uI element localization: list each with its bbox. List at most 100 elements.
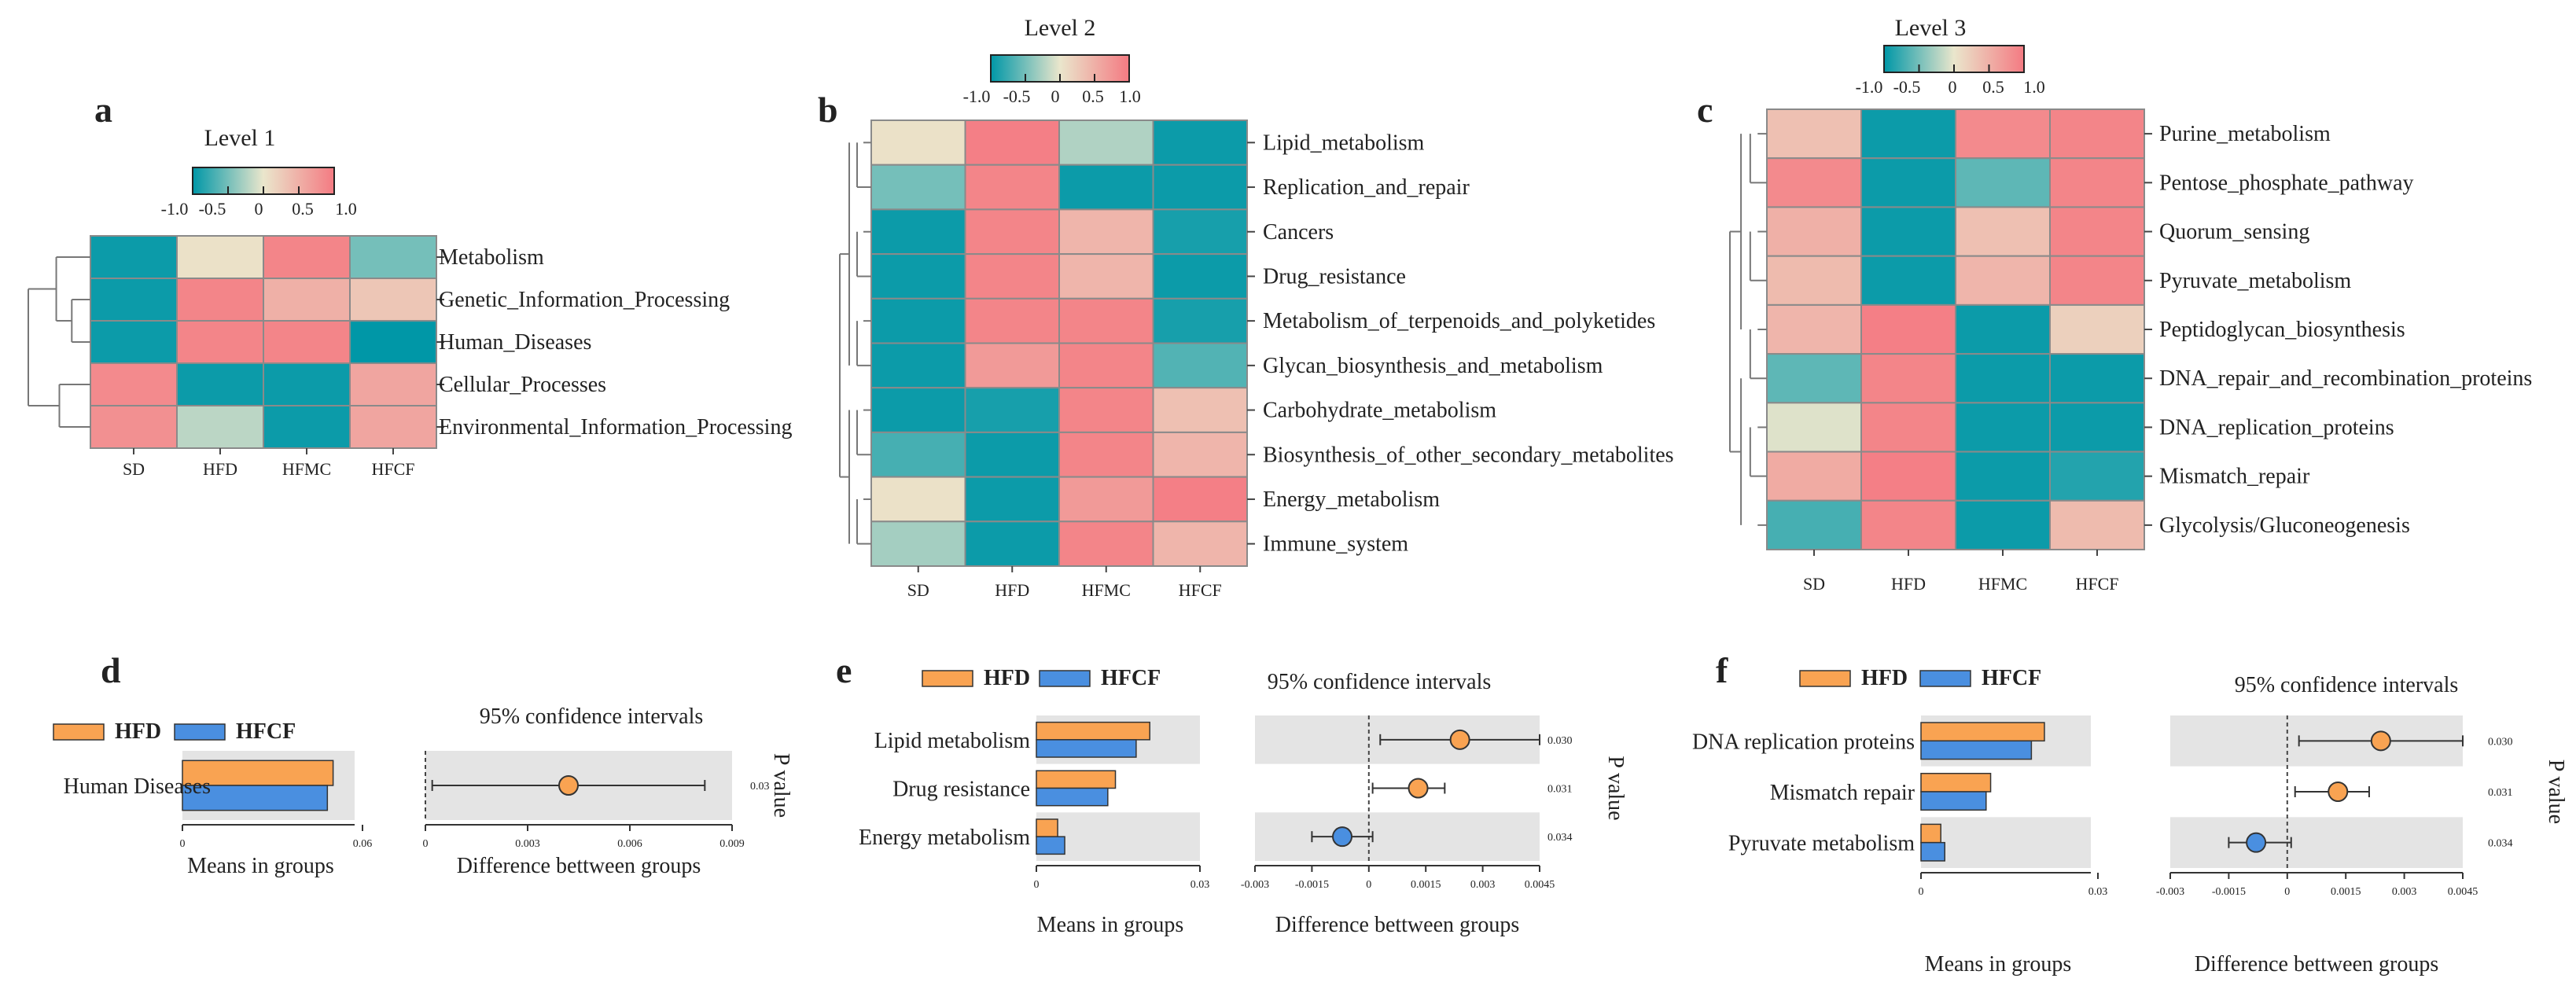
heatmap-cell	[176, 278, 264, 322]
x-axis-title: Means in groups	[187, 854, 334, 878]
x-axis-title: Means in groups	[1037, 913, 1184, 937]
heatmap-cell	[870, 520, 966, 567]
x-tick-label: 0.03	[1190, 879, 1210, 891]
bar-hfcf	[182, 785, 329, 811]
column-label: HFD	[203, 459, 237, 479]
bar-hfcf	[1036, 836, 1065, 855]
panel-letter-a: a	[94, 90, 112, 130]
row-label: Glycan_biosynthesis_and_metabolism	[1263, 354, 1603, 378]
heatmap-cell	[870, 208, 966, 256]
p-value-title: P value	[1603, 756, 1628, 820]
heatmap-cell	[1058, 520, 1154, 567]
ci-title: 95% confidence intervals	[2235, 673, 2459, 697]
ci-x-tick-label: -0.0015	[1295, 879, 1329, 891]
ci-x-tick-label: -0.003	[1241, 879, 1269, 891]
ci-x-tick-label: 0	[2284, 886, 2290, 898]
heatmap-cell	[349, 235, 437, 279]
ci-x-tick-label: 0.003	[1470, 879, 1496, 891]
column-label: SD	[123, 459, 145, 479]
heatmap-cell	[1058, 120, 1154, 166]
category-label: Energy metabolism	[859, 826, 1030, 850]
heatmap-cell	[1058, 164, 1154, 211]
heatmap-cell	[263, 362, 351, 406]
heatmap-cell	[90, 405, 178, 449]
ci-point	[558, 775, 579, 796]
row-label: Energy_metabolism	[1263, 487, 1440, 512]
ci-x-tick-label: 0.009	[719, 838, 745, 850]
heatmap-cell	[964, 253, 1060, 300]
heatmap-cell	[2049, 157, 2145, 208]
heatmap-cell	[870, 297, 966, 344]
heatmap-cell	[1058, 476, 1154, 523]
heatmap-cell	[176, 235, 264, 279]
colorbar-tick-label: 0.5	[292, 199, 314, 219]
x-tick-label: 0	[180, 838, 186, 850]
row-label: Cellular_Processes	[439, 373, 606, 397]
heatmap-cell	[1766, 157, 1862, 208]
colorbar-tick-label: -0.5	[1003, 86, 1031, 106]
colorbar-tick-label: 0.5	[1982, 77, 2004, 97]
row-label: Environmental_Information_Processing	[439, 415, 792, 440]
ci-title: 95% confidence intervals	[1268, 670, 1492, 694]
heatmap-cell	[1152, 342, 1248, 389]
ci-point	[2328, 782, 2349, 802]
legend-label-hfd: HFD	[115, 719, 161, 744]
heatmap-cell	[349, 405, 437, 449]
ci-x-tick-label: 0	[423, 838, 429, 850]
heatmap-cell	[964, 297, 1060, 344]
colorbar-tick-label: 0	[1949, 77, 1957, 97]
row-label: Glycolysis/Gluconeogenesis	[2159, 513, 2410, 538]
bar-hfd	[1036, 770, 1117, 789]
bar-hfcf	[1036, 787, 1109, 807]
row-label: Genetic_Information_Processing	[439, 288, 730, 312]
heatmap-cell	[964, 431, 1060, 478]
heatmap-cell	[964, 387, 1060, 433]
colorbar-tick-label: -0.5	[1893, 77, 1921, 97]
heatmap-cell	[1860, 499, 1956, 550]
row-label: Purine_metabolism	[2159, 122, 2331, 146]
heatmap-cell	[1152, 208, 1248, 256]
heatmap-cell	[1860, 206, 1956, 257]
heatmap-cell	[964, 476, 1060, 523]
category-label: Lipid metabolism	[874, 729, 1031, 753]
category-label: Human Diseases	[64, 774, 211, 799]
row-label: Drug_resistance	[1263, 264, 1406, 289]
ci-x-tick-label: 0.0045	[1525, 879, 1555, 891]
heatmap-cell	[1766, 402, 1862, 453]
row-label: Lipid_metabolism	[1263, 131, 1425, 155]
p-value-title: P value	[769, 753, 793, 818]
heatmap-cell	[1955, 451, 2051, 502]
heatmap-cell	[1766, 451, 1862, 502]
ci-point	[2370, 730, 2391, 752]
ci-x-tick-label: 0.0015	[2331, 886, 2361, 898]
heatmap-cell	[1955, 402, 2051, 453]
colorbar-tick-label: -1.0	[161, 199, 189, 219]
heatmap-cell	[349, 278, 437, 322]
heatmap-cell	[1152, 476, 1248, 523]
heatmap-cell	[263, 278, 351, 322]
legend-label-hfd: HFD	[1861, 666, 1908, 690]
heatmap-cell	[176, 362, 264, 406]
heatmap-cell	[870, 342, 966, 389]
heatmap-cell	[964, 120, 1060, 166]
heatmap-cell	[90, 362, 178, 406]
p-value: 0.031	[1547, 784, 1573, 796]
heatmap-cell	[1766, 499, 1862, 550]
row-label: Quorum_sensing	[2159, 220, 2309, 245]
heatmap-cell	[263, 405, 351, 449]
colorbar-tick-label: 0	[1051, 86, 1060, 106]
legend-swatch-hfd	[1799, 670, 1851, 687]
ci-x-axis-title: Difference bettween groups	[2195, 952, 2438, 976]
legend-swatch-hfcf	[174, 723, 226, 741]
panel-letter-e: e	[836, 650, 852, 690]
row-label: Immune_system	[1263, 532, 1408, 557]
heatmap-cell	[1955, 255, 2051, 306]
heatmap-cell	[1058, 208, 1154, 256]
heatmap-cell	[1860, 353, 1956, 404]
ci-point	[1408, 778, 1429, 799]
legend-swatch-hfd	[922, 670, 973, 687]
heatmap-cell	[2049, 353, 2145, 404]
heatmap-cell	[263, 320, 351, 364]
row-label: Pyruvate_metabolism	[2159, 269, 2351, 293]
heatmap-cell	[1058, 253, 1154, 300]
